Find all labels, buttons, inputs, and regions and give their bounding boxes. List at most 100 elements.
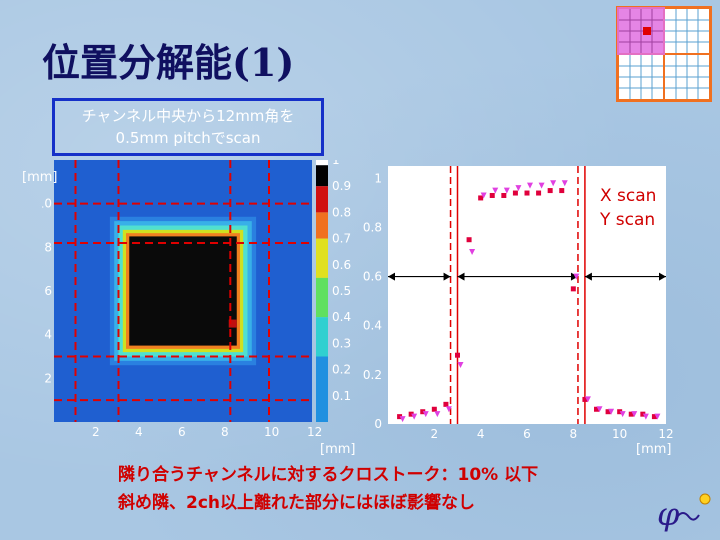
colorbar-tick-label: 1: [332, 160, 340, 167]
scan-x-tick-label: 10: [612, 427, 627, 441]
colorbar-segment-1: [316, 165, 328, 187]
crosstalk-note-line2: 斜め隣、2ch以上離れた部分にはほぼ影響なし: [118, 493, 476, 513]
colorbar-segment-0: [316, 160, 328, 166]
colorbar-segment-2: [316, 186, 328, 213]
y-scan-point: [457, 362, 464, 369]
heatmap-center-square: [129, 236, 237, 346]
scan-y-tick-label: 1: [374, 171, 382, 185]
x-scan-point: [628, 411, 634, 417]
x-scan-point: [512, 190, 518, 196]
scan-x-unit-label-left: [mm]: [320, 442, 356, 457]
y-scan-point: [503, 187, 510, 194]
x-scan-point: [524, 190, 530, 196]
x-scan-point: [640, 411, 646, 417]
heatmap-y-unit-label: [mm]: [22, 170, 58, 185]
scan-arrow-right-head-left: [584, 272, 592, 281]
y-scan-point: [434, 411, 441, 418]
x-scan-point: [582, 396, 588, 402]
heatmap-y-tick-label: 8: [44, 240, 52, 254]
colorbar-tick-label: 0.2: [332, 363, 351, 377]
channel-layout-thumbnail: [616, 6, 712, 102]
y-scan-point: [631, 411, 638, 418]
colorbar-tick-label: 0.4: [332, 310, 351, 324]
heatmap-y-tick-label: 10: [42, 197, 52, 211]
group-logo: φ: [657, 493, 711, 533]
x-scan-point: [570, 286, 576, 292]
thumb-scan-center: [643, 27, 651, 35]
colorbar-tick-label: 0.7: [332, 232, 351, 246]
colorbar-segment-6: [316, 317, 328, 357]
heatmap-y-tick-label: 6: [44, 284, 52, 298]
crosstalk-note-line1: 隣り合うチャンネルに対するクロストーク：10% 以下: [118, 465, 539, 485]
x-scan-point: [478, 195, 484, 201]
heatmap-y-tick-label: 4: [44, 328, 52, 342]
y-scan-point: [399, 416, 406, 423]
y-scan-point: [469, 249, 476, 255]
heatmap-x-tick-label: 10: [264, 425, 279, 439]
scan-arrow-middle-head-left: [457, 272, 465, 281]
heatmap-x-tick-label: 2: [92, 425, 100, 439]
scan-x-tick-label: 8: [570, 427, 578, 441]
heatmap-x-tick-label: 8: [221, 425, 229, 439]
heatmap-x-tick-label: 4: [135, 425, 143, 439]
colorbar-tick-label: 0.5: [332, 284, 351, 298]
x-scan-point: [431, 406, 437, 412]
y-scan-point: [596, 406, 603, 413]
scan-description-line1: チャンネル中央から12mm角を: [81, 107, 295, 125]
heatmap-x-tick-label: 6: [178, 425, 186, 439]
heatmap-y-tick-label: 2: [44, 371, 52, 385]
colorbar-tick-label: 0.1: [332, 389, 351, 403]
x-scan-point: [408, 411, 414, 417]
colorbar-tick-label: 0.3: [332, 336, 351, 350]
scan-y-tick-label: 0.4: [363, 319, 382, 333]
legend-y-scan: Y scan: [600, 210, 656, 230]
x-scan-point: [547, 188, 553, 194]
scan-description-box: チャンネル中央から12mm角を 0.5mm pitchでscan: [52, 98, 324, 156]
scan-x-tick-label: 4: [477, 427, 485, 441]
x-scan-point: [594, 406, 599, 412]
x-scan-point: [559, 188, 565, 194]
colorbar-tick-label: 0.8: [332, 205, 351, 219]
y-scan-point: [561, 180, 568, 187]
x-scan-point: [420, 409, 426, 415]
slide-title: 位置分解能(1): [42, 40, 295, 85]
x-scan-point: [455, 352, 460, 358]
y-scan-point: [608, 408, 615, 415]
y-scan-point: [445, 406, 452, 413]
y-scan-point: [538, 182, 545, 189]
y-scan-point: [584, 396, 591, 403]
y-scan-point: [422, 411, 429, 418]
scan-x-tick-label: 12: [658, 427, 673, 441]
scan-plot-area: [388, 166, 666, 424]
scan-description-line2: 0.5mm pitchでscan: [115, 129, 261, 147]
x-scan-point: [443, 401, 449, 407]
scan-x-tick-label: 6: [523, 427, 531, 441]
y-scan-point: [654, 413, 661, 420]
scan-arrow-left-head-left: [388, 272, 395, 281]
y-scan-point: [573, 273, 580, 280]
scan-x-unit-label-right: [mm]: [636, 442, 672, 457]
svg-text:φ: φ: [657, 495, 680, 533]
colorbar-segment-3: [316, 212, 328, 239]
colorbar-segment-4: [316, 238, 328, 278]
x-scan-point: [489, 192, 495, 198]
x-scan-point: [501, 192, 507, 198]
scan-arrow-right-head-right: [659, 272, 666, 281]
scan-y-tick-label: 0.8: [363, 220, 382, 234]
y-scan-point: [619, 411, 626, 418]
x-scan-point: [651, 414, 657, 420]
y-scan-point: [527, 182, 533, 189]
colorbar-tick-label: 0.6: [332, 258, 351, 272]
heatmap-x-tick-label: 12: [307, 425, 322, 439]
y-scan-point: [515, 185, 522, 192]
y-scan-point: [550, 180, 557, 187]
y-scan-point: [642, 413, 649, 420]
x-scan-point: [605, 409, 611, 415]
x-scan-point: [466, 237, 472, 243]
y-scan-point: [480, 192, 487, 199]
colorbar-segment-7: [316, 356, 328, 422]
x-scan-point: [397, 414, 403, 420]
scan-y-tick-label: 0: [374, 417, 382, 431]
y-scan-point: [492, 187, 499, 194]
